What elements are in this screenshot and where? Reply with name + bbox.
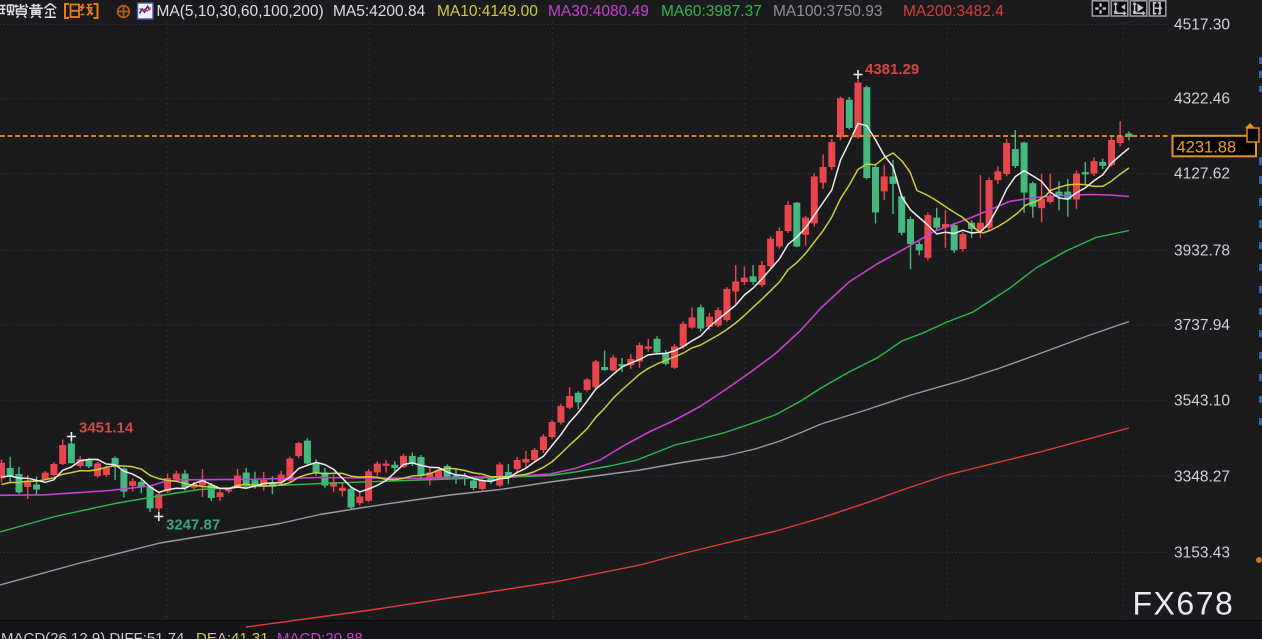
svg-text:MA100:3750.93: MA100:3750.93 xyxy=(773,3,882,20)
svg-text:MACD(26,12,9) DIFF:51.74: MACD(26,12,9) DIFF:51.74 xyxy=(1,630,184,639)
svg-text:DEA:41.31: DEA:41.31 xyxy=(196,630,269,639)
svg-text:MA10:4149.00: MA10:4149.00 xyxy=(437,3,538,20)
svg-text:MA30:4080.49: MA30:4080.49 xyxy=(548,3,649,20)
svg-text:3451.14: 3451.14 xyxy=(79,420,134,437)
svg-text:FX678: FX678 xyxy=(1133,586,1235,622)
svg-text:4381.29: 4381.29 xyxy=(865,61,919,78)
svg-text:3153.43: 3153.43 xyxy=(1174,545,1230,562)
svg-text:MA200:3482.4: MA200:3482.4 xyxy=(903,3,1004,20)
svg-text:4127.62: 4127.62 xyxy=(1174,166,1230,183)
svg-text:4322.46: 4322.46 xyxy=(1174,91,1230,108)
svg-text:MA(5,10,30,60,100,200): MA(5,10,30,60,100,200) xyxy=(157,3,324,20)
svg-text:4517.30: 4517.30 xyxy=(1174,17,1230,34)
svg-text:3348.27: 3348.27 xyxy=(1174,468,1230,485)
svg-text:3247.87: 3247.87 xyxy=(166,517,220,534)
svg-text:MA60:3987.37: MA60:3987.37 xyxy=(661,3,762,20)
svg-text:MACD:20.88: MACD:20.88 xyxy=(277,630,363,639)
svg-text:3932.78: 3932.78 xyxy=(1174,242,1230,259)
svg-text:3543.10: 3543.10 xyxy=(1174,392,1230,409)
svg-text:3737.94: 3737.94 xyxy=(1174,317,1230,334)
svg-text:MA5:4200.84: MA5:4200.84 xyxy=(333,3,426,20)
svg-text:4231.88: 4231.88 xyxy=(1177,138,1237,156)
